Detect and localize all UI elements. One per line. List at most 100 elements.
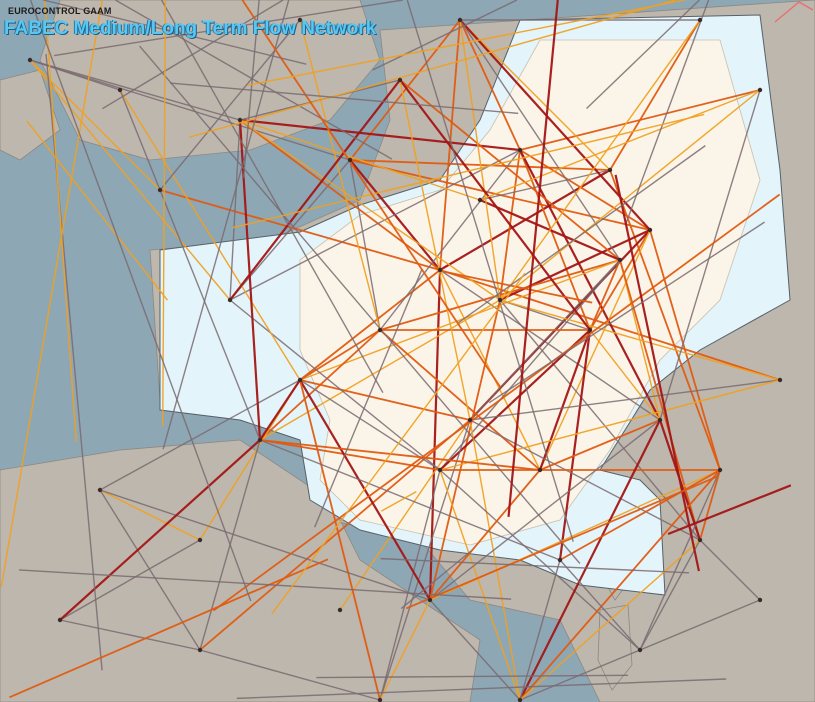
route-node <box>757 87 763 93</box>
route-segment <box>459 19 501 301</box>
route-nodes <box>27 17 783 702</box>
route-segment <box>558 329 592 561</box>
route-segment <box>699 469 721 541</box>
route-node <box>27 57 33 63</box>
route-segment <box>469 419 521 701</box>
route-segment <box>439 469 521 701</box>
route-node <box>647 227 653 233</box>
route-segment <box>519 149 661 421</box>
route-segment <box>29 0 252 602</box>
route-node <box>157 187 163 193</box>
route-segment <box>239 119 481 201</box>
route-node <box>457 17 463 23</box>
route-segment <box>159 189 261 441</box>
route-segment <box>259 439 561 561</box>
route-node <box>607 167 613 173</box>
route-segment <box>59 619 201 651</box>
route-segment <box>115 0 393 160</box>
route-node <box>517 697 523 702</box>
route-segment <box>159 189 441 271</box>
route-segment <box>99 489 431 601</box>
route-segment <box>9 558 329 699</box>
route-segment <box>102 0 284 110</box>
route-segment <box>349 159 611 171</box>
route-segment <box>539 419 661 471</box>
route-node <box>117 87 123 93</box>
route-segment <box>349 19 461 161</box>
route-segment <box>241 0 502 388</box>
route-node <box>557 557 563 563</box>
route-segment <box>99 489 201 651</box>
route-segment <box>507 0 559 517</box>
route-segment <box>469 259 621 421</box>
route-segment <box>519 419 661 701</box>
route-node <box>497 297 503 303</box>
route-segment <box>519 539 701 701</box>
route-segment <box>29 59 231 301</box>
route-segment <box>43 0 307 65</box>
route-segment <box>199 649 381 701</box>
route-segment <box>162 0 167 427</box>
route-segment <box>479 89 761 201</box>
route-segment <box>443 270 593 304</box>
route-segment <box>229 299 441 471</box>
route-segment <box>59 439 261 621</box>
map-title: FABEC Medium/Long Term Flow Network <box>4 18 377 39</box>
route-segment <box>162 0 290 450</box>
route-segment <box>99 379 301 491</box>
route-segment <box>380 557 689 574</box>
route-segment <box>299 379 471 421</box>
route-segment <box>586 0 700 110</box>
route-segment <box>405 475 719 610</box>
route-node <box>697 537 703 543</box>
route-segment <box>271 272 526 615</box>
route-segment <box>589 229 651 331</box>
route-segment <box>619 259 701 541</box>
route-segment <box>399 79 591 331</box>
route-segment <box>659 89 761 421</box>
route-node <box>197 537 203 543</box>
route-segment <box>559 469 721 561</box>
route-segment <box>428 269 442 601</box>
route-node <box>197 647 203 653</box>
route-segment <box>29 59 161 191</box>
route-segment <box>429 599 521 701</box>
route-segment <box>232 113 705 229</box>
route-node <box>697 17 703 23</box>
route-segment <box>259 379 301 441</box>
route-segment <box>170 82 519 115</box>
route-segment <box>488 221 766 404</box>
route-segment <box>236 678 727 700</box>
route-node <box>57 617 63 623</box>
route-segment <box>99 489 201 541</box>
route-segment <box>239 119 501 301</box>
route-node <box>717 467 723 473</box>
route-segment <box>609 169 721 471</box>
route-segment <box>400 550 472 610</box>
route-segment <box>188 0 676 138</box>
corner-decoration <box>774 1 814 23</box>
route-segment <box>247 0 685 86</box>
route-node <box>397 77 403 83</box>
land-sardinia <box>597 604 633 691</box>
route-segment <box>379 329 541 471</box>
route-segment <box>119 89 301 381</box>
route-segment <box>29 59 241 121</box>
route-segment <box>469 379 781 421</box>
route-node <box>777 377 783 383</box>
route-node <box>757 597 763 603</box>
route-segment <box>0 0 103 587</box>
route-node <box>297 377 303 383</box>
route-segment <box>44 0 77 442</box>
org-label: EUROCONTROL GAAM <box>8 6 112 16</box>
route-segment <box>625 0 710 224</box>
route-segment <box>299 19 381 331</box>
route-segment <box>667 484 792 536</box>
route-segment <box>59 539 201 621</box>
route-segment <box>379 149 521 331</box>
route-segment <box>479 169 611 201</box>
route-segment <box>242 0 260 178</box>
route-segment <box>439 379 781 471</box>
route-segment <box>499 89 761 301</box>
